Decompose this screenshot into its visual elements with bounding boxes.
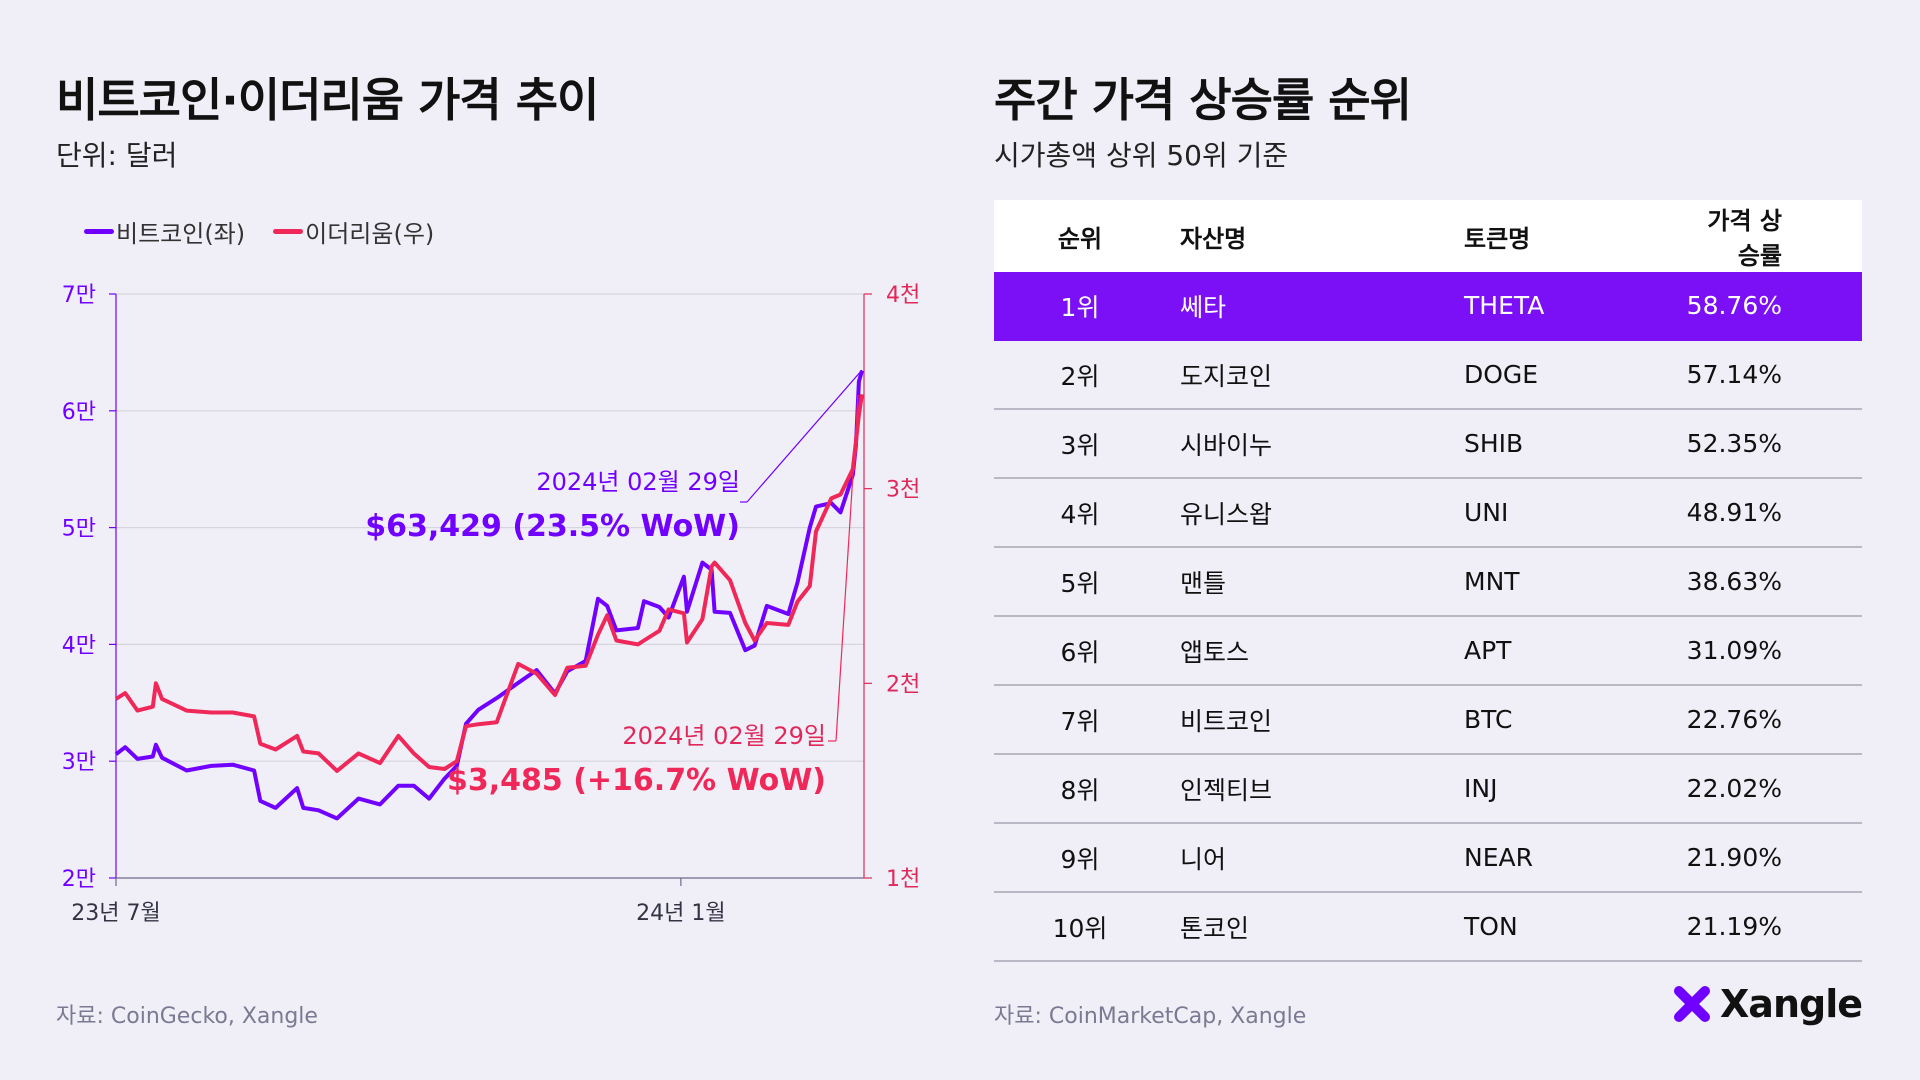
change-cell: 57.14% [1685, 340, 1862, 410]
token-cell: INJ [1463, 754, 1685, 824]
change-cell: 22.02% [1685, 754, 1862, 824]
left-tick-label: 3만 [62, 750, 96, 775]
rank-cell: 3위 [994, 409, 1166, 479]
right-tick-label: 3천 [886, 478, 920, 503]
table-header-row: 순위 자산명 토큰명 가격 상승률 [994, 200, 1862, 272]
table-row: 6위 앱토스 APT 31.09% [994, 616, 1862, 686]
table-row: 2위 도지코인 DOGE 57.14% [994, 340, 1862, 410]
legend-swatch-btc [84, 229, 114, 234]
legend-swatch-eth [273, 229, 304, 234]
rank-cell: 4위 [994, 478, 1166, 548]
eth-series-line [114, 393, 864, 773]
change-cell: 52.35% [1685, 409, 1862, 479]
token-cell: TON [1463, 892, 1685, 962]
token-cell: BTC [1463, 685, 1685, 755]
table-row: 7위 비트코인 BTC 22.76% [994, 685, 1862, 755]
token-cell: NEAR [1463, 823, 1685, 893]
x-tick-label: 24년 1월 [636, 901, 725, 926]
table-row: 3위 시바이누 SHIB 52.35% [994, 409, 1862, 479]
btc-annotation-date: 2024년 02월 29일 [536, 468, 740, 496]
change-cell: 31.09% [1685, 616, 1862, 686]
xangle-x-icon [1674, 986, 1710, 1022]
rank-cell: 8위 [994, 754, 1166, 824]
table-row: 8위 인젝티브 INJ 22.02% [994, 754, 1862, 824]
asset-cell: 유니스왑 [1166, 478, 1463, 548]
right-tick-label: 2천 [886, 672, 920, 697]
eth-annotation-date: 2024년 02월 29일 [622, 722, 826, 750]
table-row: 10위 톤코인 TON 21.19% [994, 892, 1862, 962]
rank-cell: 10위 [994, 892, 1166, 962]
asset-cell: 시바이누 [1166, 409, 1463, 479]
asset-cell: 앱토스 [1166, 616, 1463, 686]
axes: 2만 3만 4만 5만 6만 7만 1천 2천 3천 4천 23년 7월 24년 1월 [62, 283, 921, 926]
ranking-title: 주간 가격 상승률 순위 [994, 73, 1412, 127]
left-tick-label: 5만 [62, 517, 96, 542]
asset-cell: 쎄타 [1166, 272, 1463, 341]
left-tick-label: 2만 [62, 867, 96, 892]
rank-cell: 7위 [994, 685, 1166, 755]
col-token: 토큰명 [1463, 200, 1685, 272]
btc-series-line [114, 370, 864, 821]
x-tick-label: 23년 7월 [71, 901, 160, 926]
table-row: 5위 맨틀 MNT 38.63% [994, 547, 1862, 617]
left-tick-label: 6만 [62, 400, 96, 425]
table-row: 4위 유니스왑 UNI 48.91% [994, 478, 1862, 548]
btc-annotation-value: $63,429 (23.5% WoW) [365, 509, 740, 544]
rank-cell: 5위 [994, 547, 1166, 617]
legend-label-eth: 이더리움(우) [305, 220, 435, 248]
right-source: 자료: CoinMarketCap, Xangle [994, 1004, 1307, 1029]
table-row: 9위 니어 NEAR 21.90% [994, 823, 1862, 893]
col-rank: 순위 [994, 200, 1166, 272]
legend-item-eth: 이더리움(우) [273, 214, 434, 249]
right-tick-label: 1천 [886, 867, 920, 892]
col-change: 가격 상승률 [1685, 200, 1862, 272]
token-cell: APT [1463, 616, 1685, 686]
token-cell: SHIB [1463, 409, 1685, 479]
chart-subtitle: 단위: 달러 [56, 139, 178, 172]
asset-cell: 톤코인 [1166, 892, 1463, 962]
ranking-table: 순위 자산명 토큰명 가격 상승률 1위 쎄타 THETA 58.76% 2위 도지코인 D… [994, 200, 1862, 962]
line-chart: 2만 3만 4만 5만 6만 7만 1천 2천 3천 4천 23년 7월 24년 1월 2024년 0… [62, 283, 921, 926]
rank-cell: 2위 [994, 340, 1166, 410]
btc-annotation-leader [746, 369, 863, 503]
logo-text: Xangle [1720, 982, 1863, 1026]
xangle-logo: Xangle [1672, 982, 1863, 1026]
eth-annotation-leader [835, 394, 859, 742]
left-tick-label: 4만 [62, 633, 96, 658]
asset-cell: 맨틀 [1166, 547, 1463, 617]
change-cell: 22.76% [1685, 685, 1862, 755]
token-cell: DOGE [1463, 340, 1685, 410]
asset-cell: 도지코인 [1166, 340, 1463, 410]
asset-cell: 인젝티브 [1166, 754, 1463, 824]
legend-label-btc: 비트코인(좌) [116, 220, 246, 248]
col-asset: 자산명 [1166, 200, 1463, 272]
token-cell: MNT [1463, 547, 1685, 617]
change-cell: 58.76% [1685, 272, 1862, 341]
change-cell: 21.19% [1685, 892, 1862, 962]
eth-annotation-value: $3,485 (+16.7% WoW) [447, 763, 826, 798]
token-cell: THETA [1463, 272, 1685, 341]
rank-cell: 9위 [994, 823, 1166, 893]
chart-title: 비트코인·이더리움 가격 추이 [56, 73, 599, 127]
token-cell: UNI [1463, 478, 1685, 548]
asset-cell: 비트코인 [1166, 685, 1463, 755]
legend-item-btc: 비트코인(좌) [84, 214, 245, 249]
rank-cell: 1위 [994, 272, 1166, 341]
change-cell: 38.63% [1685, 547, 1862, 617]
left-tick-label: 7만 [62, 283, 96, 308]
asset-cell: 니어 [1166, 823, 1463, 893]
rank-cell: 6위 [994, 616, 1166, 686]
table-row: 1위 쎄타 THETA 58.76% [994, 272, 1862, 341]
left-source: 자료: CoinGecko, Xangle [56, 1004, 318, 1029]
gridlines [116, 293, 864, 762]
annotations: 2024년 02월 29일 $63,429 (23.5% WoW) 2024년 … [365, 369, 863, 798]
chart-legend: 비트코인(좌) 이더리움(우) [84, 214, 434, 249]
change-cell: 21.90% [1685, 823, 1862, 893]
right-tick-label: 4천 [886, 283, 920, 308]
ranking-subtitle: 시가총액 상위 50위 기준 [994, 139, 1289, 172]
series-lines [114, 370, 864, 821]
change-cell: 48.91% [1685, 478, 1862, 548]
